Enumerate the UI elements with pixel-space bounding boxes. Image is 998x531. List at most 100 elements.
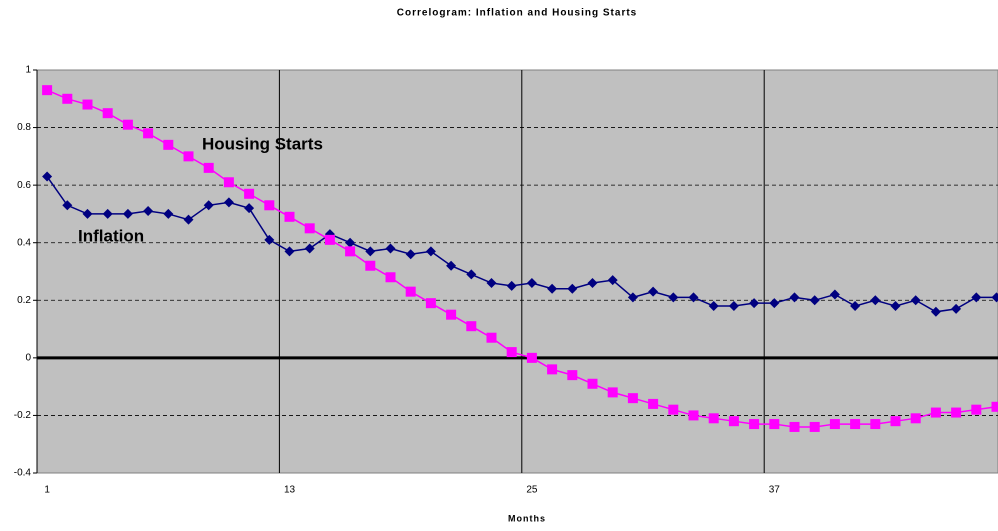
marker bbox=[82, 99, 93, 110]
series-label: Housing Starts bbox=[202, 134, 323, 153]
x-tick-label: 13 bbox=[284, 485, 296, 496]
marker bbox=[930, 306, 941, 317]
x-tick-label: 1 bbox=[44, 485, 50, 496]
marker bbox=[345, 237, 356, 248]
marker bbox=[223, 177, 234, 188]
marker bbox=[708, 413, 719, 424]
marker bbox=[102, 108, 113, 119]
marker bbox=[547, 364, 558, 375]
marker bbox=[183, 151, 194, 162]
marker bbox=[425, 246, 436, 257]
marker bbox=[122, 119, 133, 130]
marker bbox=[203, 162, 214, 173]
y-tick-label: 0.8 bbox=[17, 122, 31, 133]
marker bbox=[769, 419, 780, 430]
marker bbox=[991, 401, 998, 412]
marker bbox=[890, 416, 901, 427]
marker bbox=[143, 128, 154, 139]
series-line bbox=[46, 176, 997, 313]
marker bbox=[446, 309, 457, 320]
marker bbox=[728, 416, 739, 427]
marker bbox=[244, 203, 255, 214]
marker bbox=[567, 283, 578, 294]
marker bbox=[143, 206, 154, 217]
y-tick-label: 0.2 bbox=[17, 295, 31, 306]
marker bbox=[627, 393, 638, 404]
marker bbox=[789, 292, 800, 303]
marker bbox=[284, 211, 295, 222]
marker bbox=[102, 208, 113, 219]
marker bbox=[809, 295, 820, 306]
marker bbox=[749, 419, 760, 430]
marker bbox=[446, 260, 457, 271]
marker bbox=[829, 419, 840, 430]
marker bbox=[850, 301, 861, 312]
marker bbox=[466, 321, 477, 332]
marker bbox=[890, 301, 901, 312]
marker bbox=[304, 223, 315, 234]
series-label: Inflation bbox=[78, 226, 144, 245]
marker bbox=[62, 200, 73, 211]
x-axis-label: Months bbox=[508, 513, 546, 523]
y-tick-label: 0 bbox=[25, 352, 31, 363]
marker bbox=[486, 278, 497, 289]
marker bbox=[991, 292, 998, 303]
marker bbox=[526, 278, 537, 289]
marker bbox=[728, 301, 739, 312]
marker bbox=[466, 269, 477, 280]
marker bbox=[486, 332, 497, 343]
marker bbox=[42, 85, 53, 96]
marker bbox=[648, 286, 659, 297]
marker bbox=[264, 200, 275, 211]
y-tick-label: 0.6 bbox=[17, 180, 31, 191]
marker bbox=[910, 295, 921, 306]
marker bbox=[910, 413, 921, 424]
x-tick-label: 37 bbox=[769, 485, 781, 496]
marker bbox=[809, 421, 820, 432]
marker bbox=[385, 272, 396, 283]
marker bbox=[708, 301, 719, 312]
marker bbox=[244, 188, 255, 199]
marker bbox=[324, 234, 335, 245]
marker bbox=[971, 292, 982, 303]
marker bbox=[567, 370, 578, 381]
marker bbox=[163, 208, 174, 219]
marker bbox=[648, 398, 659, 409]
chart-title: Correlogram: Inflation and Housing Start… bbox=[397, 8, 637, 19]
series bbox=[42, 171, 998, 317]
marker bbox=[951, 407, 962, 418]
marker bbox=[163, 139, 174, 150]
marker bbox=[627, 292, 638, 303]
y-tick-label: 1 bbox=[25, 65, 31, 76]
marker bbox=[951, 303, 962, 314]
marker bbox=[304, 243, 315, 254]
marker bbox=[587, 378, 598, 389]
marker bbox=[789, 421, 800, 432]
marker bbox=[345, 246, 356, 257]
marker bbox=[203, 200, 214, 211]
marker bbox=[506, 280, 517, 291]
marker bbox=[405, 249, 416, 260]
marker bbox=[971, 404, 982, 415]
series bbox=[42, 85, 998, 432]
marker bbox=[365, 246, 376, 257]
marker bbox=[506, 347, 517, 358]
marker bbox=[385, 243, 396, 254]
marker bbox=[365, 260, 376, 271]
marker bbox=[688, 410, 699, 421]
marker bbox=[264, 234, 275, 245]
plot-area bbox=[36, 69, 998, 474]
marker bbox=[82, 208, 93, 219]
marker bbox=[42, 171, 53, 182]
marker bbox=[183, 214, 194, 225]
marker bbox=[547, 283, 558, 294]
marker bbox=[870, 419, 881, 430]
marker bbox=[668, 404, 679, 415]
marker bbox=[587, 278, 598, 289]
marker bbox=[405, 286, 416, 297]
marker bbox=[62, 93, 73, 104]
marker bbox=[668, 292, 679, 303]
marker bbox=[850, 419, 861, 430]
